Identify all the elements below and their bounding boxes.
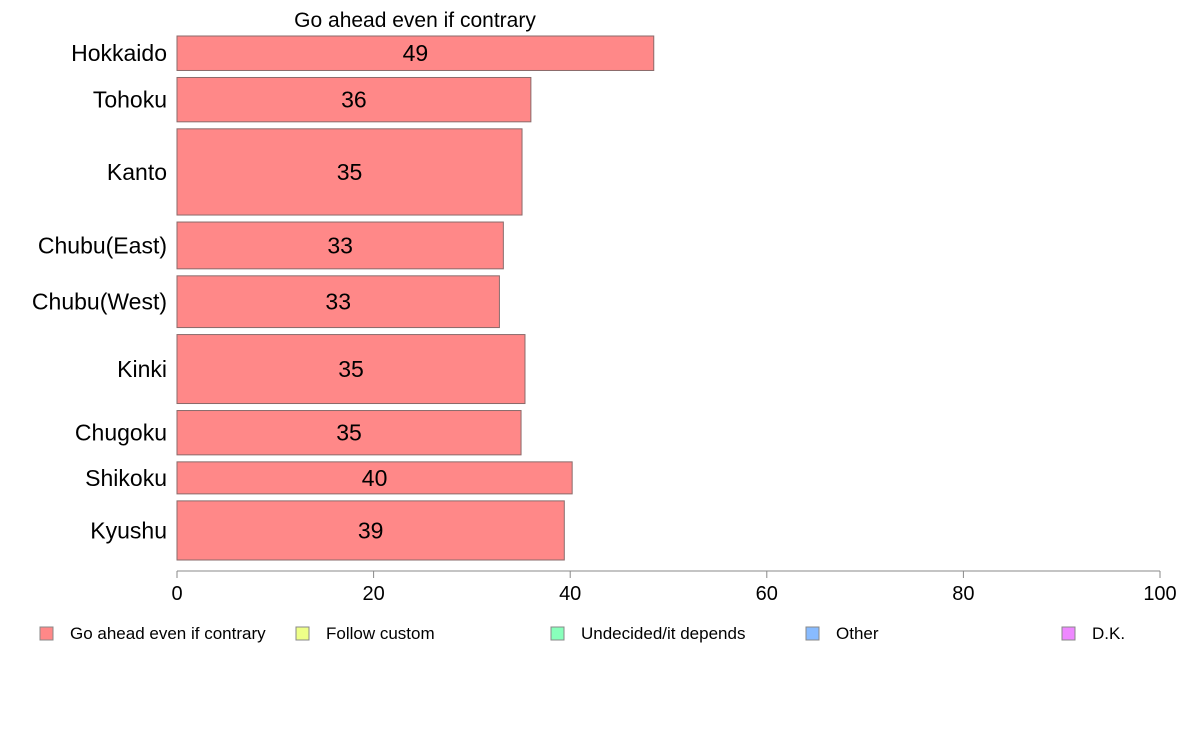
legend-label: D.K. [1092,624,1125,643]
bar [176,76,532,123]
category-label: Kyushu [90,517,167,543]
value-label: 36 [341,87,367,113]
category-label: Chubu(West) [32,289,167,315]
x-tick-label: 40 [559,583,581,605]
bar [176,410,522,456]
legend-label: Undecided/it depends [581,624,745,643]
category-label: Kinki [117,356,167,382]
value-label: 35 [336,420,362,446]
x-axis: 0 20 40 60 80 100 [171,570,1177,605]
bar [176,128,523,216]
bar [176,35,655,71]
bars-group: Hokkaido 49 Tohoku 36 Kanto 35 Chubu(East) 33 Ch… [32,35,655,561]
legend-label: Follow custom [326,624,435,643]
category-label: Tohoku [93,87,167,113]
bar [176,500,565,561]
category-label: Chugoku [75,420,167,446]
value-label: 35 [338,356,364,382]
x-tick-label: 80 [952,583,974,605]
value-label: 35 [337,159,363,185]
legend-label: Go ahead even if contrary [70,624,266,643]
x-tick-label: 60 [756,583,778,605]
value-label: 39 [358,517,384,543]
legend-swatch [805,626,820,641]
category-label: Chubu(East) [38,232,167,258]
legend-swatch [1061,626,1076,641]
chart-title: Go ahead even if contrary [294,9,536,32]
value-label: 49 [403,40,429,66]
category-label: Hokkaido [71,40,167,66]
legend-swatch [295,626,310,641]
bar [176,461,573,495]
x-tick-label: 20 [362,583,384,605]
legend-swatch [550,626,565,641]
bar [176,275,500,329]
bar [176,334,526,405]
value-label: 33 [327,232,353,258]
legend-swatch [39,626,54,641]
legend-label: Other [836,624,879,643]
value-label: 40 [362,465,388,491]
category-label: Shikoku [85,465,167,491]
x-tick-label: 0 [171,583,182,605]
x-tick-label: 100 [1143,583,1176,605]
category-label: Kanto [107,159,167,185]
value-label: 33 [325,289,351,315]
bar [176,221,504,270]
legend: Go ahead even if contrary Follow custom Un… [39,624,1125,643]
